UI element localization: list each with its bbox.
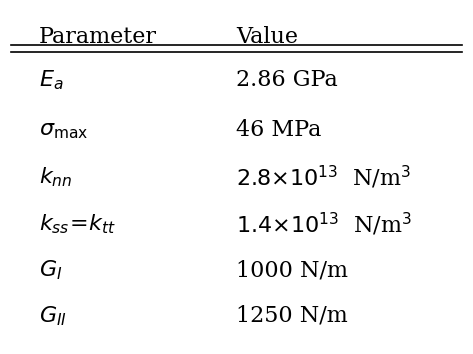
Text: $E_{a}$: $E_{a}$ (39, 69, 63, 92)
Text: Value: Value (236, 26, 298, 48)
Text: 2.86 GPa: 2.86 GPa (236, 69, 338, 91)
Text: $k_{nn}$: $k_{nn}$ (39, 165, 72, 189)
Text: Parameter: Parameter (39, 26, 157, 48)
Text: $G_{II}$: $G_{II}$ (39, 304, 67, 327)
Text: $1.4{\times}10^{13}$  N/m$^{3}$: $1.4{\times}10^{13}$ N/m$^{3}$ (236, 211, 412, 238)
Text: 1250 N/m: 1250 N/m (236, 305, 348, 327)
Text: $\sigma_{\mathrm{max}}$: $\sigma_{\mathrm{max}}$ (39, 119, 88, 141)
Text: $2.8{\times}10^{13}$  N/m$^{3}$: $2.8{\times}10^{13}$ N/m$^{3}$ (236, 164, 412, 190)
Text: 1000 N/m: 1000 N/m (236, 259, 349, 281)
Text: $G_{I}$: $G_{I}$ (39, 258, 62, 282)
Text: $k_{ss}\!=\!k_{tt}$: $k_{ss}\!=\!k_{tt}$ (39, 213, 116, 236)
Text: 46 MPa: 46 MPa (236, 119, 322, 141)
